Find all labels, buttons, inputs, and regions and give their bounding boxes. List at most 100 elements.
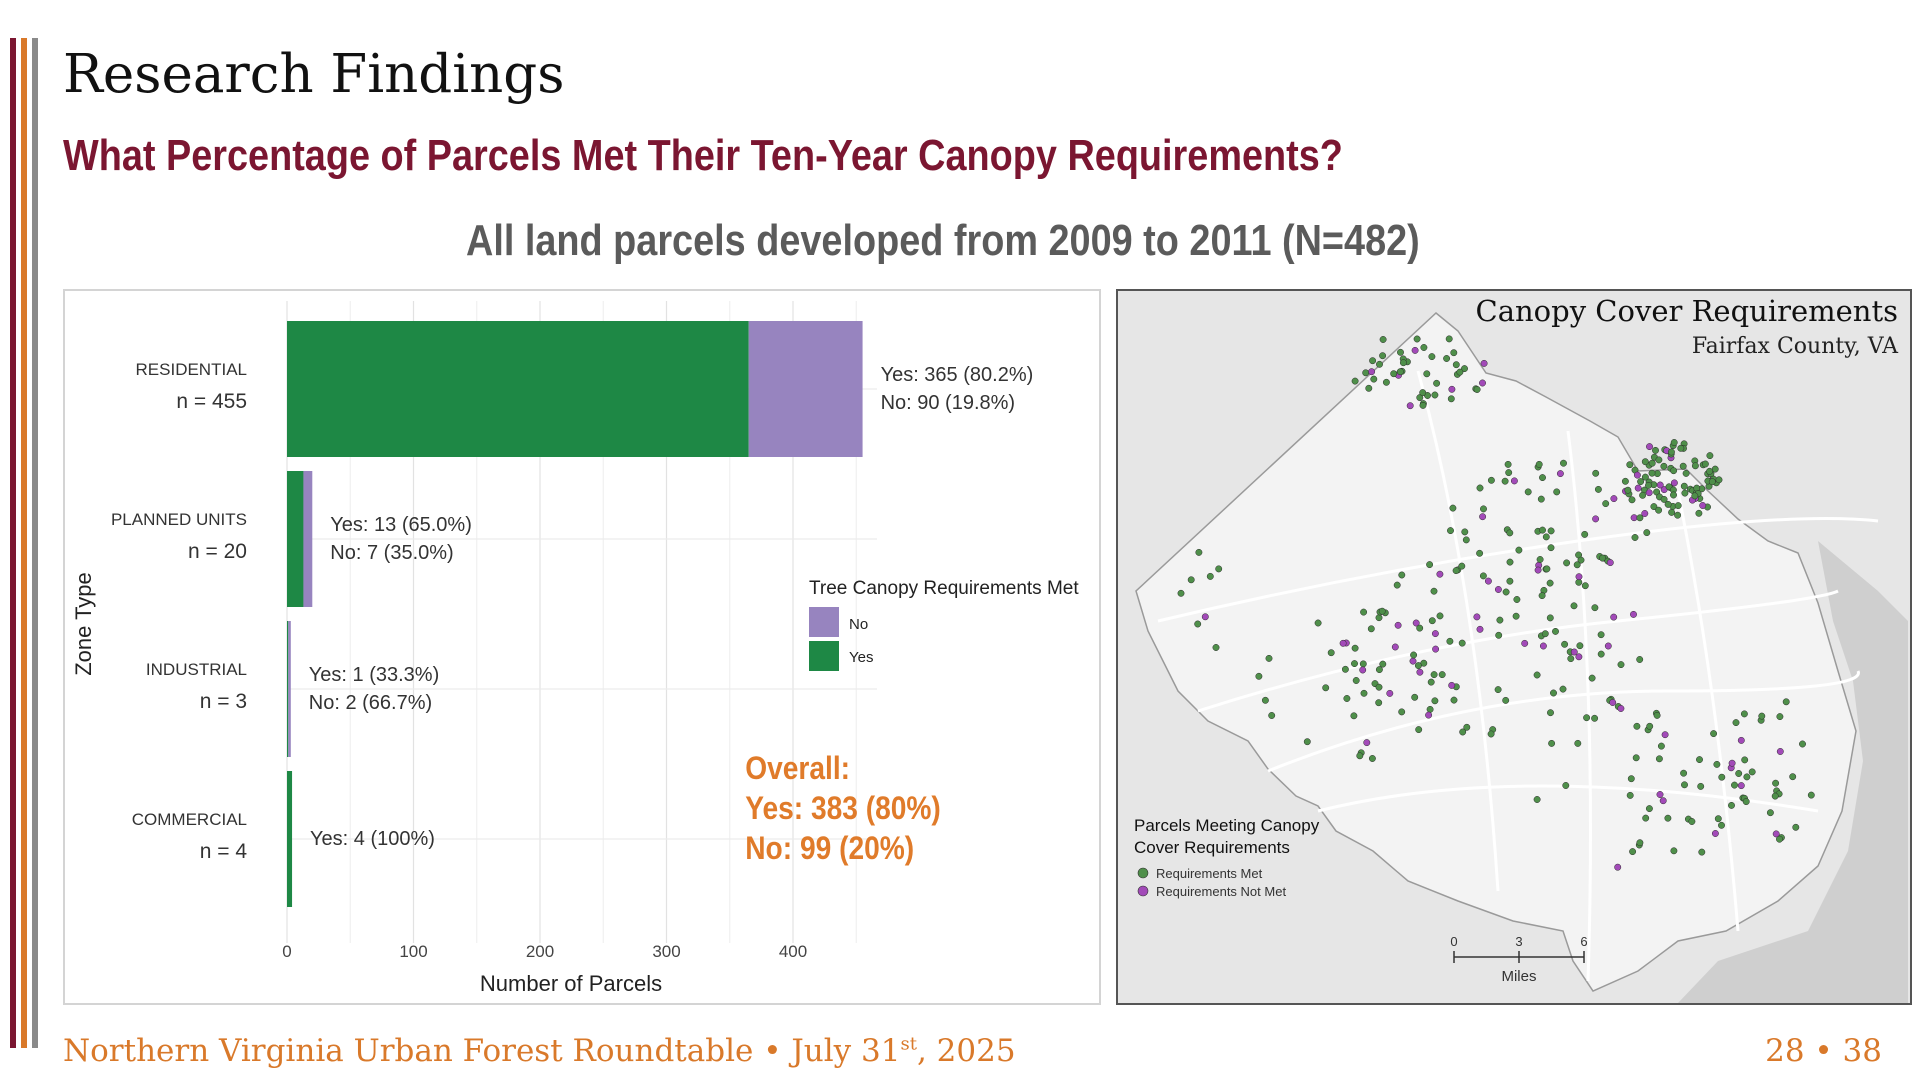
- category-count: n = 4: [200, 840, 248, 863]
- parcel-point: [1691, 492, 1699, 500]
- parcel-point: [1458, 639, 1466, 647]
- parcel-point: [1643, 529, 1651, 537]
- parcel-point: [1445, 335, 1453, 343]
- parcel-point: [1698, 848, 1706, 856]
- parcel-point: [1414, 662, 1422, 670]
- parcel-point: [1368, 755, 1376, 762]
- parcel-point: [1412, 619, 1420, 627]
- legend-label-no: No: [849, 616, 868, 633]
- parcel-point: [1646, 722, 1654, 730]
- parcel-point: [1432, 645, 1440, 653]
- parcel-point: [1480, 505, 1487, 513]
- parcel-point: [1426, 561, 1434, 569]
- parcel-point: [1561, 640, 1569, 648]
- parcel-point: [1461, 528, 1469, 536]
- parcel-point: [1670, 491, 1677, 499]
- bar-yes-planned-units: [287, 471, 304, 607]
- chart-heading: All land parcels developed from 2009 to …: [466, 216, 1420, 265]
- parcel-point: [1397, 348, 1404, 356]
- parcel-point: [1680, 769, 1688, 777]
- parcel-point: [1443, 355, 1451, 362]
- parcel-point: [1431, 697, 1439, 705]
- parcel-point: [1543, 565, 1551, 573]
- parcel-point: [1423, 370, 1431, 378]
- parcel-point: [1740, 710, 1748, 718]
- parcel-point: [1655, 506, 1663, 514]
- parcel-point: [1710, 730, 1718, 738]
- category-count: n = 20: [188, 540, 247, 563]
- scale-label-6: 6: [1580, 934, 1587, 949]
- parcel-point: [1636, 656, 1644, 663]
- bar-labels: Yes: 365 (80.2%) No: 90 (19.8%) Yes: 13 (6…: [309, 364, 1033, 850]
- parcel-point: [1732, 719, 1740, 727]
- map-legend-label-not-met: Requirements Not Met: [1156, 884, 1286, 899]
- parcel-point: [1391, 643, 1399, 651]
- parcel-point: [1419, 389, 1427, 397]
- parcel-point: [1670, 439, 1678, 446]
- chart-legend: Tree Canopy Requirements Met No Yes: [809, 578, 1079, 671]
- overall-annotation-yes: Yes: 383 (80%): [745, 791, 941, 826]
- parcel-point: [1428, 617, 1436, 625]
- parcel-point: [1456, 368, 1464, 376]
- parcel-point: [1628, 496, 1636, 504]
- legend-title: Tree Canopy Requirements Met: [809, 578, 1079, 599]
- parcel-point: [1393, 581, 1401, 589]
- parcel-point: [1261, 696, 1269, 704]
- parcel-point: [1718, 821, 1725, 829]
- parcel-point: [1534, 566, 1542, 574]
- parcel-point: [1668, 508, 1676, 516]
- parcel-point: [1479, 379, 1486, 387]
- parcel-point: [1501, 477, 1509, 485]
- x-tick-label: 0: [282, 942, 291, 961]
- parcel-point: [1728, 759, 1736, 767]
- parcel-point: [1782, 698, 1790, 706]
- parcel-point: [1563, 559, 1571, 567]
- parcel-point: [1670, 847, 1678, 855]
- parcel-point: [1657, 742, 1665, 750]
- parcel-point: [1691, 462, 1699, 470]
- parcel-point: [1604, 642, 1612, 650]
- page-number: 28 • 38: [1765, 1033, 1882, 1069]
- scale-label-3: 3: [1515, 934, 1522, 949]
- parcel-point: [1731, 781, 1738, 789]
- parcel-point: [1413, 335, 1421, 343]
- parcel-point: [1758, 712, 1766, 720]
- parcel-point: [1553, 488, 1561, 496]
- parcel-point: [1650, 503, 1658, 511]
- parcel-point: [1463, 723, 1471, 731]
- category-count: n = 3: [200, 690, 247, 713]
- parcel-point: [1411, 693, 1419, 701]
- parcel-point: [1419, 401, 1427, 409]
- parcel-point: [1621, 477, 1629, 485]
- footer-suffix: , 2025: [916, 1033, 1016, 1069]
- parcel-point: [1706, 467, 1714, 475]
- parcel-point: [1547, 709, 1554, 717]
- x-tick-label: 400: [779, 942, 807, 961]
- parcel-point: [1748, 768, 1756, 776]
- parcel-point: [1708, 478, 1716, 486]
- parcel-point: [1415, 726, 1423, 734]
- parcel-point: [1535, 460, 1543, 468]
- parcel-point: [1194, 620, 1202, 628]
- parcel-point: [1450, 696, 1458, 704]
- parcel-point: [1630, 514, 1638, 522]
- parcel-point: [1484, 577, 1492, 585]
- parcel-point: [1645, 481, 1652, 489]
- parcel-point: [1314, 619, 1322, 627]
- category-label: INDUSTRIAL: [146, 660, 247, 679]
- x-tick-label: 300: [652, 942, 680, 961]
- parcel-point: [1506, 558, 1514, 566]
- parcel-point: [1789, 773, 1797, 781]
- parcel-point: [1473, 386, 1481, 393]
- parcel-point: [1552, 627, 1559, 635]
- parcel-point: [1656, 791, 1664, 798]
- map-title: Canopy Cover Requirements: [1476, 294, 1898, 328]
- parcel-point: [1541, 630, 1549, 638]
- parcel-point: [1450, 349, 1458, 357]
- map-legend-dot-met: [1137, 867, 1149, 879]
- parcel-point: [1581, 582, 1589, 590]
- parcel-point: [1670, 467, 1678, 475]
- parcel-point: [1592, 515, 1600, 523]
- bar-value-label: Yes: 4 (100%): [310, 828, 435, 850]
- parcel-point: [1562, 782, 1570, 789]
